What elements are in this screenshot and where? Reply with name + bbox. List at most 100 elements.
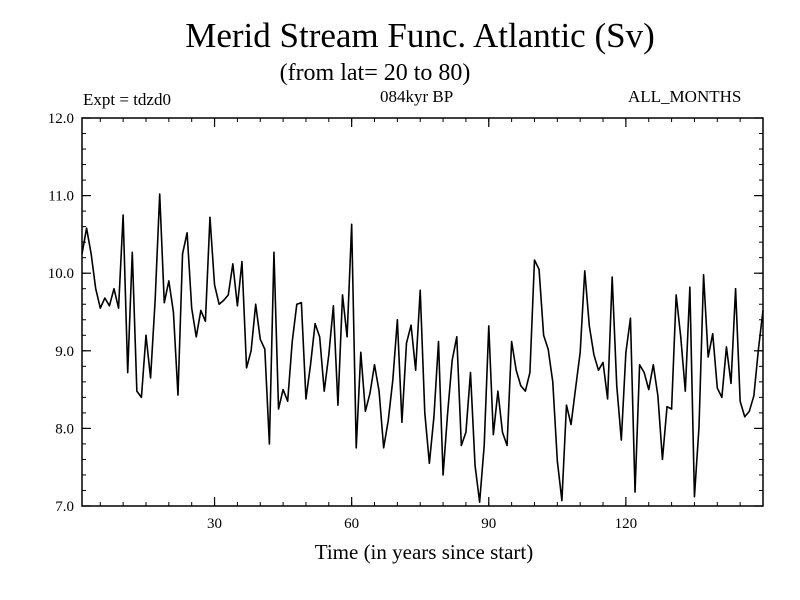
data-point [232, 263, 234, 265]
data-point [570, 423, 572, 426]
data-point [85, 227, 88, 229]
data-point [245, 367, 248, 369]
data-point [204, 320, 207, 322]
data-point [575, 387, 577, 389]
data-point [479, 501, 481, 503]
data-point [355, 447, 357, 449]
data-point [529, 371, 531, 374]
data-point [424, 412, 426, 414]
data-point [300, 302, 302, 304]
data-point [95, 288, 97, 290]
data-point [629, 317, 632, 319]
series-line [81, 193, 764, 503]
data-point [223, 299, 225, 301]
tick-labels: 7.0 8.0 9.0 10.0 11.0 12.0 30 60 90 120 [48, 111, 637, 532]
data-point [538, 268, 540, 270]
data-point [273, 251, 275, 253]
data-point [255, 303, 257, 305]
data-point [515, 369, 517, 371]
data-point [250, 350, 252, 352]
x-axis-label: Time (in years since start) [314, 540, 534, 564]
data-point [625, 351, 627, 353]
data-point [721, 396, 723, 398]
data-point [442, 474, 444, 476]
data-point [474, 465, 476, 467]
data-point [648, 389, 650, 391]
data-point [81, 253, 83, 255]
data-point [168, 280, 170, 282]
data-point [520, 385, 522, 387]
data-point [533, 259, 536, 261]
data-point [127, 371, 129, 374]
data-point [140, 396, 143, 398]
data-point [652, 364, 654, 366]
data-point [392, 379, 394, 381]
data-point [172, 311, 175, 313]
data-point [670, 408, 673, 410]
data-point [131, 251, 133, 253]
x-tick-label: 30 [207, 516, 222, 532]
data-point [287, 400, 289, 402]
data-point [117, 307, 120, 309]
data-point [108, 305, 111, 307]
data-point [492, 434, 494, 436]
data-point [501, 431, 504, 433]
data-point [181, 253, 184, 255]
data-point [638, 364, 641, 366]
data-point [364, 410, 366, 412]
period-label: 084kyr BP [380, 87, 454, 106]
data-point [396, 319, 398, 321]
data-point [332, 305, 334, 307]
data-point [136, 390, 138, 392]
data-point [547, 348, 549, 350]
experiment-label: Expt = tdzd0 [83, 90, 171, 109]
data-point [405, 342, 408, 344]
data-point [145, 334, 147, 336]
x-tick-label: 60 [344, 516, 359, 532]
data-point [607, 398, 609, 400]
data-point [415, 369, 417, 371]
data-point [593, 354, 595, 356]
data-point [693, 496, 696, 498]
data-point [346, 336, 348, 338]
data-point [149, 377, 152, 379]
data-point [666, 406, 668, 408]
data-point [163, 302, 165, 304]
data-point [753, 395, 755, 397]
data-point [291, 340, 293, 343]
data-point [154, 299, 156, 301]
data-point [611, 276, 613, 278]
data-point [419, 289, 421, 291]
data-point [556, 460, 558, 462]
data-point [524, 390, 526, 392]
data-point [195, 336, 197, 338]
data-point [734, 288, 737, 290]
data-point [337, 404, 339, 406]
data-point [104, 297, 106, 299]
data-point [488, 325, 490, 327]
data-point [305, 398, 307, 400]
data-point [469, 371, 472, 374]
axis-ticks [82, 117, 764, 507]
data-point [657, 395, 659, 397]
data-point [698, 426, 700, 428]
data-point [319, 336, 321, 338]
data-point [209, 216, 211, 218]
data-point [565, 404, 568, 406]
data-point [725, 346, 728, 348]
data-point [680, 336, 682, 338]
data-point [99, 307, 101, 309]
data-point [597, 369, 600, 371]
data-point [748, 410, 750, 412]
data-point [451, 359, 453, 361]
data-point [159, 193, 161, 195]
chart-subtitle: (from lat= 20 to 80) [279, 60, 471, 86]
data-point [744, 416, 746, 418]
data-point [177, 394, 179, 396]
data-point [360, 351, 362, 353]
y-tick-label: 11.0 [48, 189, 74, 205]
data-point [552, 381, 554, 383]
data-point [702, 274, 705, 276]
data-point [483, 444, 485, 447]
y-tick-label: 8.0 [55, 421, 74, 437]
